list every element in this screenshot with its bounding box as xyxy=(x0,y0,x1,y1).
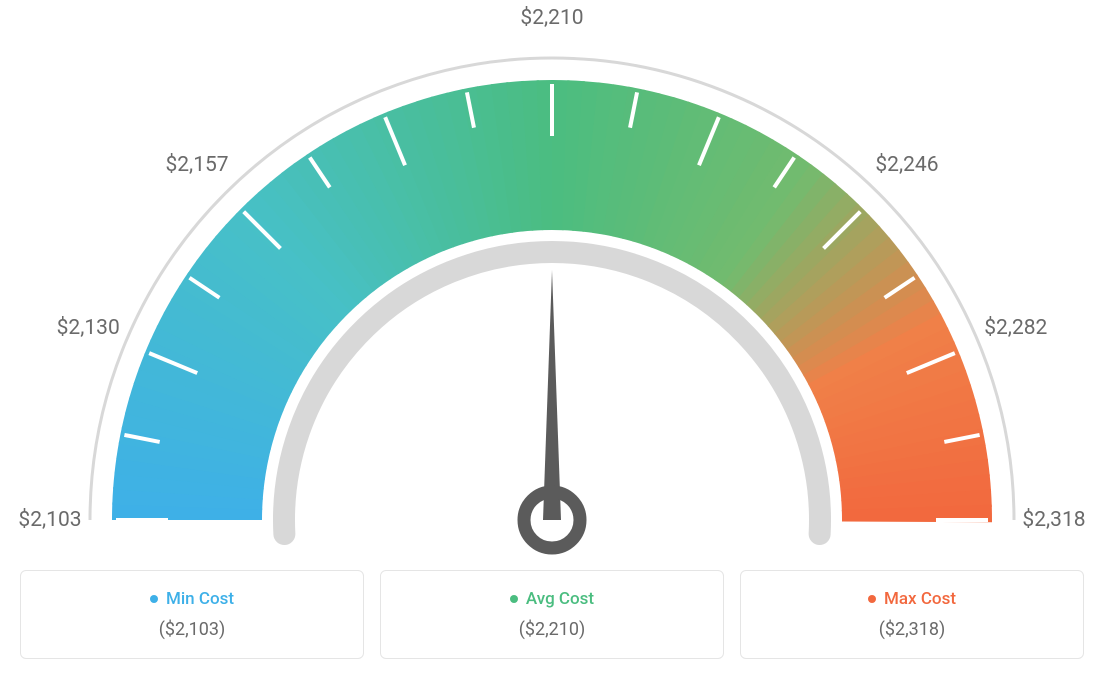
min-cost-card: Min Cost ($2,103) xyxy=(20,570,364,659)
gauge-tick-label: $2,157 xyxy=(165,153,228,177)
gauge-tick-label: $2,282 xyxy=(984,316,1047,340)
gauge-tick-label: $2,130 xyxy=(57,316,120,340)
gauge-tick-label: $2,318 xyxy=(1022,508,1085,532)
gauge-tick-label: $2,103 xyxy=(18,508,81,532)
avg-cost-title: Avg Cost xyxy=(510,589,594,609)
avg-dot-icon xyxy=(510,595,518,603)
avg-cost-value: ($2,210) xyxy=(519,619,586,640)
min-cost-label: Min Cost xyxy=(166,589,234,609)
max-cost-value: ($2,318) xyxy=(879,619,946,640)
min-dot-icon xyxy=(150,595,158,603)
cost-cards: Min Cost ($2,103) Avg Cost ($2,210) Max … xyxy=(20,570,1084,659)
cost-gauge: $2,103$2,130$2,157$2,210$2,246$2,282$2,3… xyxy=(20,20,1084,560)
avg-cost-card: Avg Cost ($2,210) xyxy=(380,570,724,659)
max-dot-icon xyxy=(868,595,876,603)
gauge-svg xyxy=(20,20,1084,560)
max-cost-card: Max Cost ($2,318) xyxy=(740,570,1084,659)
gauge-tick-label: $2,246 xyxy=(875,153,938,177)
max-cost-title: Max Cost xyxy=(868,589,956,609)
min-cost-value: ($2,103) xyxy=(159,619,226,640)
min-cost-title: Min Cost xyxy=(150,589,234,609)
gauge-tick-label: $2,210 xyxy=(520,6,583,30)
avg-cost-label: Avg Cost xyxy=(526,589,594,609)
max-cost-label: Max Cost xyxy=(884,589,956,609)
